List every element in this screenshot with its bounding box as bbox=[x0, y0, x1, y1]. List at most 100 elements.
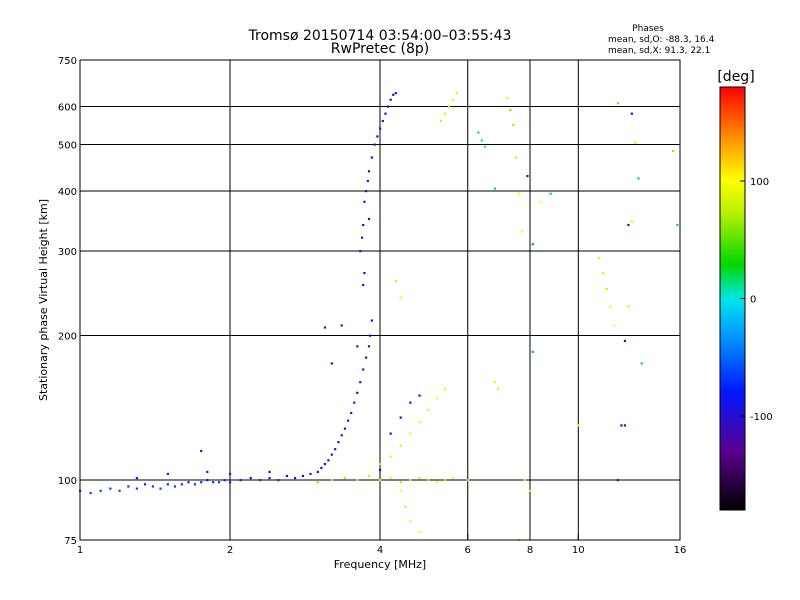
data-points bbox=[79, 92, 679, 542]
echo-point-x bbox=[496, 387, 500, 390]
echo-point-o bbox=[359, 381, 362, 384]
y-tick-label: 200 bbox=[58, 332, 77, 343]
echo-point-x bbox=[493, 187, 497, 190]
echo-point-o bbox=[356, 391, 359, 394]
echo-point-o bbox=[229, 472, 232, 476]
echo-point-x bbox=[394, 279, 397, 283]
x-tick-label: 8 bbox=[527, 545, 533, 556]
echo-point-o bbox=[309, 472, 312, 476]
echo-point-x bbox=[517, 192, 521, 195]
echo-point-x bbox=[356, 479, 359, 482]
echo-point-o bbox=[223, 479, 226, 482]
echo-point-x bbox=[630, 220, 633, 224]
echo-point-o bbox=[399, 416, 402, 419]
chart-title: Tromsø 20150714 03:54:00–03:55:43 bbox=[248, 28, 512, 44]
echo-point-x bbox=[520, 230, 523, 233]
echo-point-o bbox=[166, 483, 169, 486]
echo-point-o bbox=[381, 119, 384, 123]
echo-point-x bbox=[477, 131, 480, 134]
echo-point-o bbox=[127, 485, 130, 488]
y-tick-label: 100 bbox=[58, 476, 77, 487]
y-tick-label: 750 bbox=[58, 56, 77, 67]
echo-point-x bbox=[539, 200, 542, 203]
echo-point-x bbox=[399, 296, 402, 299]
colorbar-tick-label: 100 bbox=[750, 177, 769, 188]
chart-subtitle: RwPretec (8p) bbox=[331, 41, 429, 57]
y-axis-ticks: 75 100 200 300 400 500 600 750 bbox=[58, 56, 86, 547]
echo-point-o bbox=[362, 223, 365, 227]
echo-point-o bbox=[386, 105, 390, 108]
echo-point-x bbox=[439, 119, 443, 123]
echo-point-o bbox=[367, 345, 371, 348]
echo-point-x bbox=[418, 530, 421, 534]
echo-point-x bbox=[616, 102, 619, 105]
echo-point-x bbox=[389, 476, 392, 480]
echo-point-o bbox=[268, 470, 271, 474]
echo-point-o bbox=[206, 479, 209, 482]
echo-point-x bbox=[613, 324, 616, 327]
echo-point-o bbox=[135, 476, 138, 480]
echo-point-o bbox=[285, 474, 288, 478]
echo-point-o bbox=[343, 427, 347, 430]
echo-point-x bbox=[577, 424, 580, 427]
echo-point-o bbox=[340, 434, 343, 437]
x-tick-label: 10 bbox=[572, 545, 585, 556]
echo-point-x bbox=[623, 339, 627, 343]
echo-point-o bbox=[337, 441, 340, 444]
echo-point-x bbox=[330, 479, 333, 482]
echo-point-x bbox=[480, 139, 483, 142]
echo-point-x bbox=[672, 149, 675, 153]
echo-point-x bbox=[512, 123, 515, 126]
colorbar-tick-label: -100 bbox=[750, 412, 773, 423]
echo-point-o bbox=[366, 179, 369, 183]
echo-point-x bbox=[630, 112, 633, 115]
echo-point-o bbox=[173, 485, 177, 488]
echo-point-o bbox=[229, 481, 232, 484]
echo-point-o bbox=[206, 470, 209, 474]
echo-point-x bbox=[443, 479, 447, 482]
echo-point-x bbox=[627, 305, 630, 308]
echo-point-o bbox=[212, 481, 215, 484]
echo-point-o bbox=[327, 459, 330, 462]
y-tick-label: 400 bbox=[58, 187, 77, 198]
echo-point-x bbox=[493, 381, 497, 384]
y-axis-label: Stationary phase Virtual Height [km] bbox=[37, 199, 50, 401]
echo-point-o bbox=[166, 472, 169, 476]
echo-point-o bbox=[151, 485, 155, 488]
echo-point-o bbox=[360, 236, 364, 239]
echo-point-o bbox=[89, 491, 92, 495]
echo-point-o bbox=[384, 112, 387, 115]
echo-point-x bbox=[623, 424, 627, 427]
echo-point-o bbox=[370, 319, 373, 322]
echo-point-x bbox=[506, 97, 509, 100]
y-tick-label: 75 bbox=[64, 536, 77, 547]
echo-point-o bbox=[277, 479, 280, 482]
echo-point-x bbox=[418, 476, 421, 480]
echo-point-o bbox=[135, 487, 138, 490]
echo-point-o bbox=[334, 448, 337, 451]
echo-point-o bbox=[346, 419, 350, 422]
echo-point-o bbox=[370, 156, 373, 159]
echo-point-o bbox=[389, 432, 392, 435]
colorbar-ticks: 100 0 -100 bbox=[740, 177, 773, 423]
echo-point-o bbox=[239, 479, 242, 482]
echo-point-o bbox=[365, 356, 368, 359]
phases-x-stats: mean, sd,X: 91.3, 22.1 bbox=[608, 46, 710, 56]
echo-point-o bbox=[330, 362, 333, 365]
echo-point-o bbox=[200, 481, 203, 484]
echo-point-o bbox=[365, 190, 368, 193]
echo-point-o bbox=[316, 470, 319, 474]
echo-point-o bbox=[99, 489, 102, 492]
echo-point-x bbox=[484, 145, 487, 148]
echo-point-x bbox=[399, 444, 402, 447]
echo-point-x bbox=[451, 98, 455, 101]
echo-point-x bbox=[404, 505, 407, 508]
echo-point-x bbox=[531, 350, 534, 353]
echo-point-o bbox=[379, 127, 382, 130]
echo-point-o bbox=[363, 271, 366, 275]
echo-point-x bbox=[605, 288, 608, 291]
echo-point-o bbox=[359, 250, 362, 253]
echo-point-x bbox=[409, 432, 412, 435]
echo-point-x bbox=[466, 479, 469, 482]
